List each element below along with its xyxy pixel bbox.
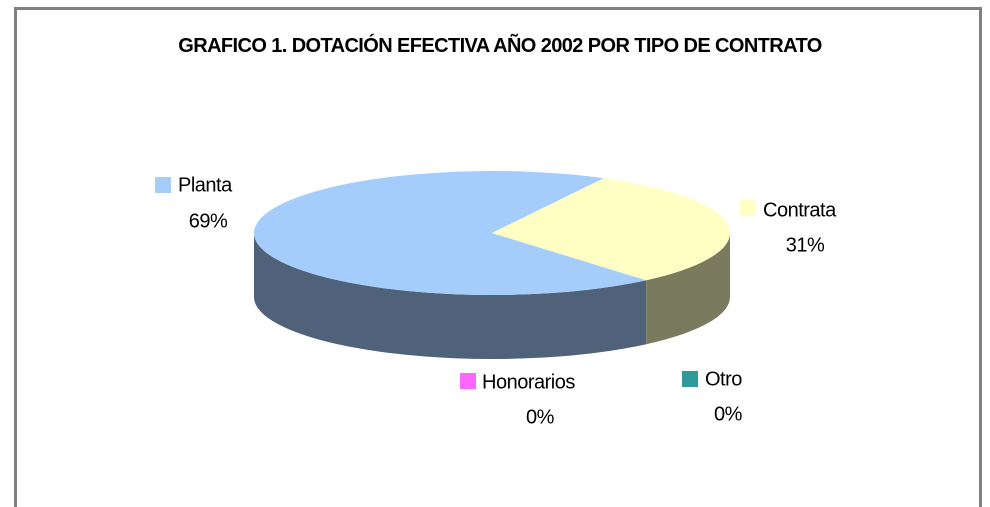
slice-value-label: 31%: [786, 234, 825, 256]
legend-swatch: [460, 373, 476, 389]
slice-side: [254, 233, 647, 359]
slice-value-label: 69%: [189, 210, 228, 232]
chart-frame: [14, 7, 982, 507]
slice: [254, 170, 647, 295]
slice-side: [646, 233, 730, 345]
slice-name: Otro: [705, 368, 742, 390]
legend-swatch: [682, 371, 698, 387]
chart-title: GRAFICO 1. DOTACIÓN EFECTIVA AÑO 2002 PO…: [178, 35, 822, 57]
slice-name: Contrata: [763, 199, 837, 221]
legend-swatch: [740, 200, 756, 216]
legend-swatch: [155, 177, 171, 193]
slice: [492, 233, 647, 281]
slice-name: Planta: [178, 174, 233, 196]
slice-value-label: 0%: [714, 403, 743, 425]
slice-name: Honorarios: [482, 371, 575, 393]
slice: [492, 178, 730, 281]
slice-value-label: 0%: [526, 406, 555, 428]
